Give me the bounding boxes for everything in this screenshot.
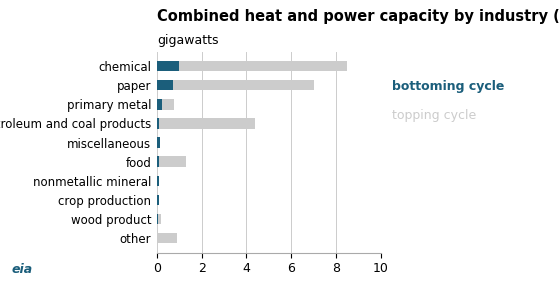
- Bar: [157, 214, 158, 224]
- Bar: [157, 195, 158, 205]
- Bar: [157, 61, 179, 71]
- Bar: [157, 176, 159, 186]
- Bar: [157, 80, 173, 90]
- Bar: [157, 118, 255, 129]
- Bar: [157, 118, 160, 129]
- Bar: [157, 61, 347, 71]
- Bar: [157, 233, 177, 243]
- Text: gigawatts: gigawatts: [157, 34, 218, 47]
- Bar: [157, 156, 186, 167]
- Text: Combined heat and power capacity by industry (2015): Combined heat and power capacity by indu…: [157, 9, 560, 24]
- Bar: [157, 99, 162, 110]
- Text: bottoming cycle: bottoming cycle: [392, 80, 505, 93]
- Bar: [157, 80, 314, 90]
- Text: topping cycle: topping cycle: [392, 109, 476, 122]
- Bar: [157, 137, 160, 148]
- Bar: [157, 214, 161, 224]
- Bar: [157, 99, 174, 110]
- Text: eia: eia: [11, 263, 32, 276]
- Bar: [157, 156, 159, 167]
